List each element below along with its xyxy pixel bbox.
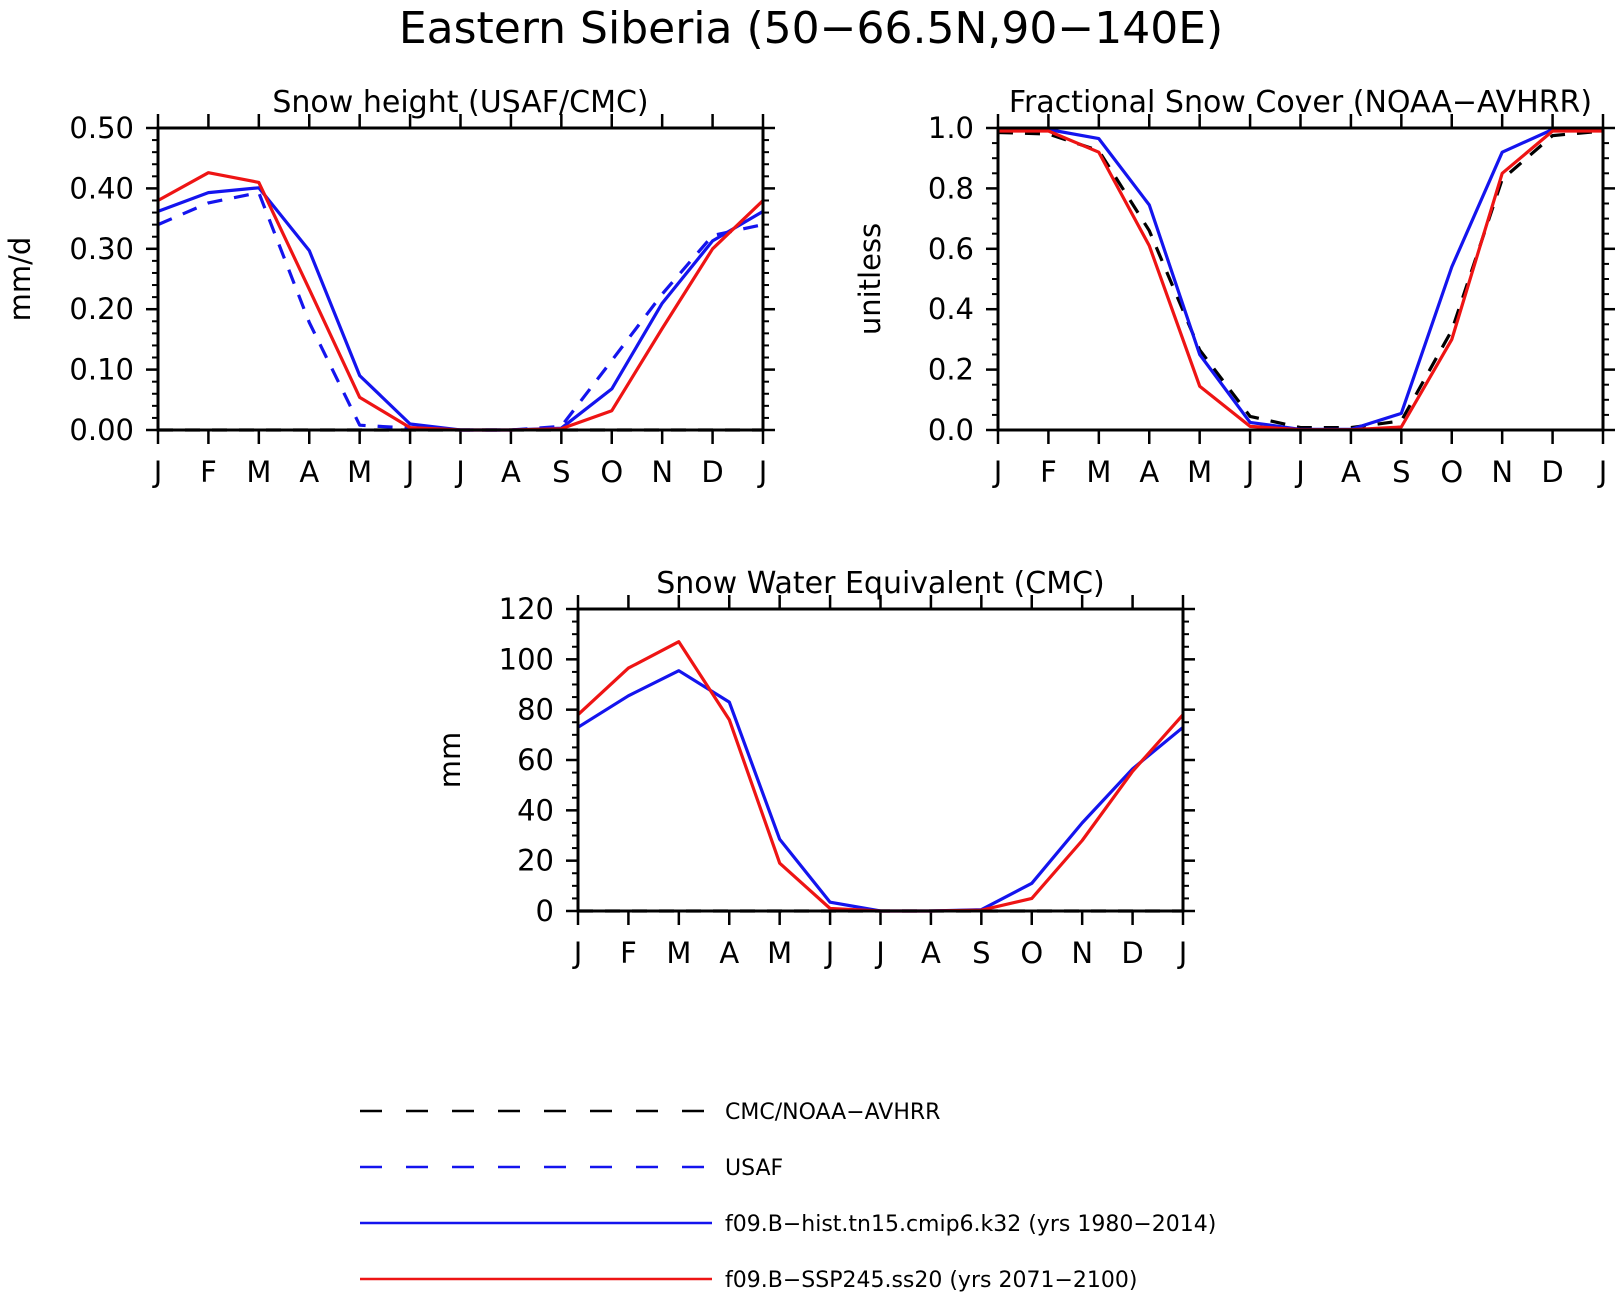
figure-title: Eastern Siberia (50−66.5N,90−140E) — [399, 3, 1223, 54]
panels: Snow height (USAF/CMC)mm/d0.000.100.200.… — [3, 85, 1615, 970]
y-tick-label: 120 — [499, 592, 554, 626]
y-tick-label: 20 — [517, 844, 554, 878]
legend: CMC/NOAA−AVHRR USAF f09.B−hist.tn15.cmip6.… — [360, 1100, 1216, 1293]
x-tick-label: A — [719, 936, 739, 970]
y-tick-label: 0.10 — [69, 353, 134, 387]
y-tick-label: 40 — [517, 793, 554, 827]
x-tick-label: A — [501, 455, 521, 489]
y-tick-label: 0.00 — [69, 413, 134, 447]
series-line-ssp — [998, 129, 1603, 432]
x-tick-label: J — [1597, 455, 1608, 489]
y-tick-label: 0.2 — [928, 353, 974, 387]
plot-frame — [156, 126, 765, 432]
y-axis-label: mm/d — [3, 237, 37, 322]
x-tick-label: S — [1392, 455, 1410, 489]
y-tick-label: 80 — [517, 693, 554, 727]
y-tick-label: 0.0 — [928, 413, 974, 447]
x-tick-label: O — [1440, 455, 1463, 489]
y-tick-label: 100 — [499, 642, 554, 676]
x-tick-label: J — [454, 455, 465, 489]
plot-frame — [996, 126, 1605, 432]
y-tick-label: 60 — [517, 743, 554, 777]
series-line-ssp — [157, 171, 765, 432]
series-line-obs — [997, 129, 1604, 430]
plot-frame — [576, 607, 1185, 913]
x-tick-label: D — [1541, 455, 1563, 489]
y-tick-label: 1.0 — [928, 111, 974, 145]
x-tick-label: M — [1086, 455, 1111, 489]
x-tick-label: J — [1244, 455, 1255, 489]
x-tick-label: J — [152, 455, 163, 489]
x-tick-label: J — [1294, 455, 1305, 489]
legend-item-obs: CMC/NOAA−AVHRR — [360, 1100, 940, 1125]
legend-label: f09.B−SSP245.ss20 (yrs 2071−2100) — [725, 1268, 1137, 1293]
x-tick-label: J — [572, 936, 583, 970]
y-tick-label: 0.50 — [69, 111, 134, 145]
series-line-hist — [157, 186, 764, 432]
y-tick-label: 0.4 — [928, 292, 974, 326]
x-tick-label: J — [1177, 936, 1188, 970]
series-line-ssp — [576, 640, 1185, 913]
x-tick-label: M — [767, 936, 792, 970]
x-tick-label: J — [757, 455, 768, 489]
y-tick-label: 0.20 — [69, 292, 134, 326]
legend-item-ssp: f09.B−SSP245.ss20 (yrs 2071−2100) — [360, 1268, 1137, 1293]
panel-1: Snow height (USAF/CMC)mm/d0.000.100.200.… — [3, 85, 775, 489]
x-tick-label: M — [666, 936, 691, 970]
x-tick-label: D — [701, 455, 723, 489]
x-tick-label: M — [1187, 455, 1212, 489]
x-tick-label: A — [299, 455, 319, 489]
panel-3: Snow Water Equivalent (CMC)mm02040608010… — [433, 566, 1195, 970]
x-tick-label: F — [1040, 455, 1057, 489]
x-tick-label: M — [246, 455, 271, 489]
y-tick-label: 0 — [536, 894, 554, 928]
x-tick-label: A — [1341, 455, 1361, 489]
x-tick-label: J — [824, 936, 835, 970]
x-tick-label: M — [347, 455, 372, 489]
y-tick-label: 0.8 — [928, 171, 974, 205]
y-tick-label: 0.6 — [928, 232, 974, 266]
legend-item-usaf: USAF — [360, 1156, 783, 1181]
x-tick-label: S — [552, 455, 570, 489]
panel-2: Fractional Snow Cover (NOAA−AVHRR)unitle… — [853, 85, 1615, 489]
y-axis-label: unitless — [853, 223, 887, 335]
x-tick-label: F — [620, 936, 637, 970]
x-tick-label: J — [404, 455, 415, 489]
x-tick-label: O — [1020, 936, 1043, 970]
x-tick-label: O — [600, 455, 623, 489]
y-axis-label: mm — [433, 732, 467, 789]
y-tick-label: 0.40 — [69, 171, 134, 205]
x-tick-label: A — [921, 936, 941, 970]
x-tick-label: J — [874, 936, 885, 970]
x-tick-label: N — [1071, 936, 1093, 970]
x-tick-label: D — [1121, 936, 1143, 970]
x-tick-label: J — [992, 455, 1003, 489]
legend-label: f09.B−hist.tn15.cmip6.k32 (yrs 1980−2014… — [725, 1212, 1216, 1237]
x-tick-label: F — [200, 455, 217, 489]
x-tick-label: A — [1139, 455, 1159, 489]
legend-label: CMC/NOAA−AVHRR — [725, 1100, 940, 1125]
series-line-hist — [998, 127, 1603, 431]
x-tick-label: N — [651, 455, 673, 489]
x-tick-label: S — [972, 936, 990, 970]
legend-label: USAF — [725, 1156, 783, 1181]
legend-item-hist: f09.B−hist.tn15.cmip6.k32 (yrs 1980−2014… — [360, 1212, 1216, 1237]
y-tick-label: 0.30 — [69, 232, 134, 266]
series-line-hist — [577, 669, 1185, 913]
x-tick-label: N — [1491, 455, 1513, 489]
